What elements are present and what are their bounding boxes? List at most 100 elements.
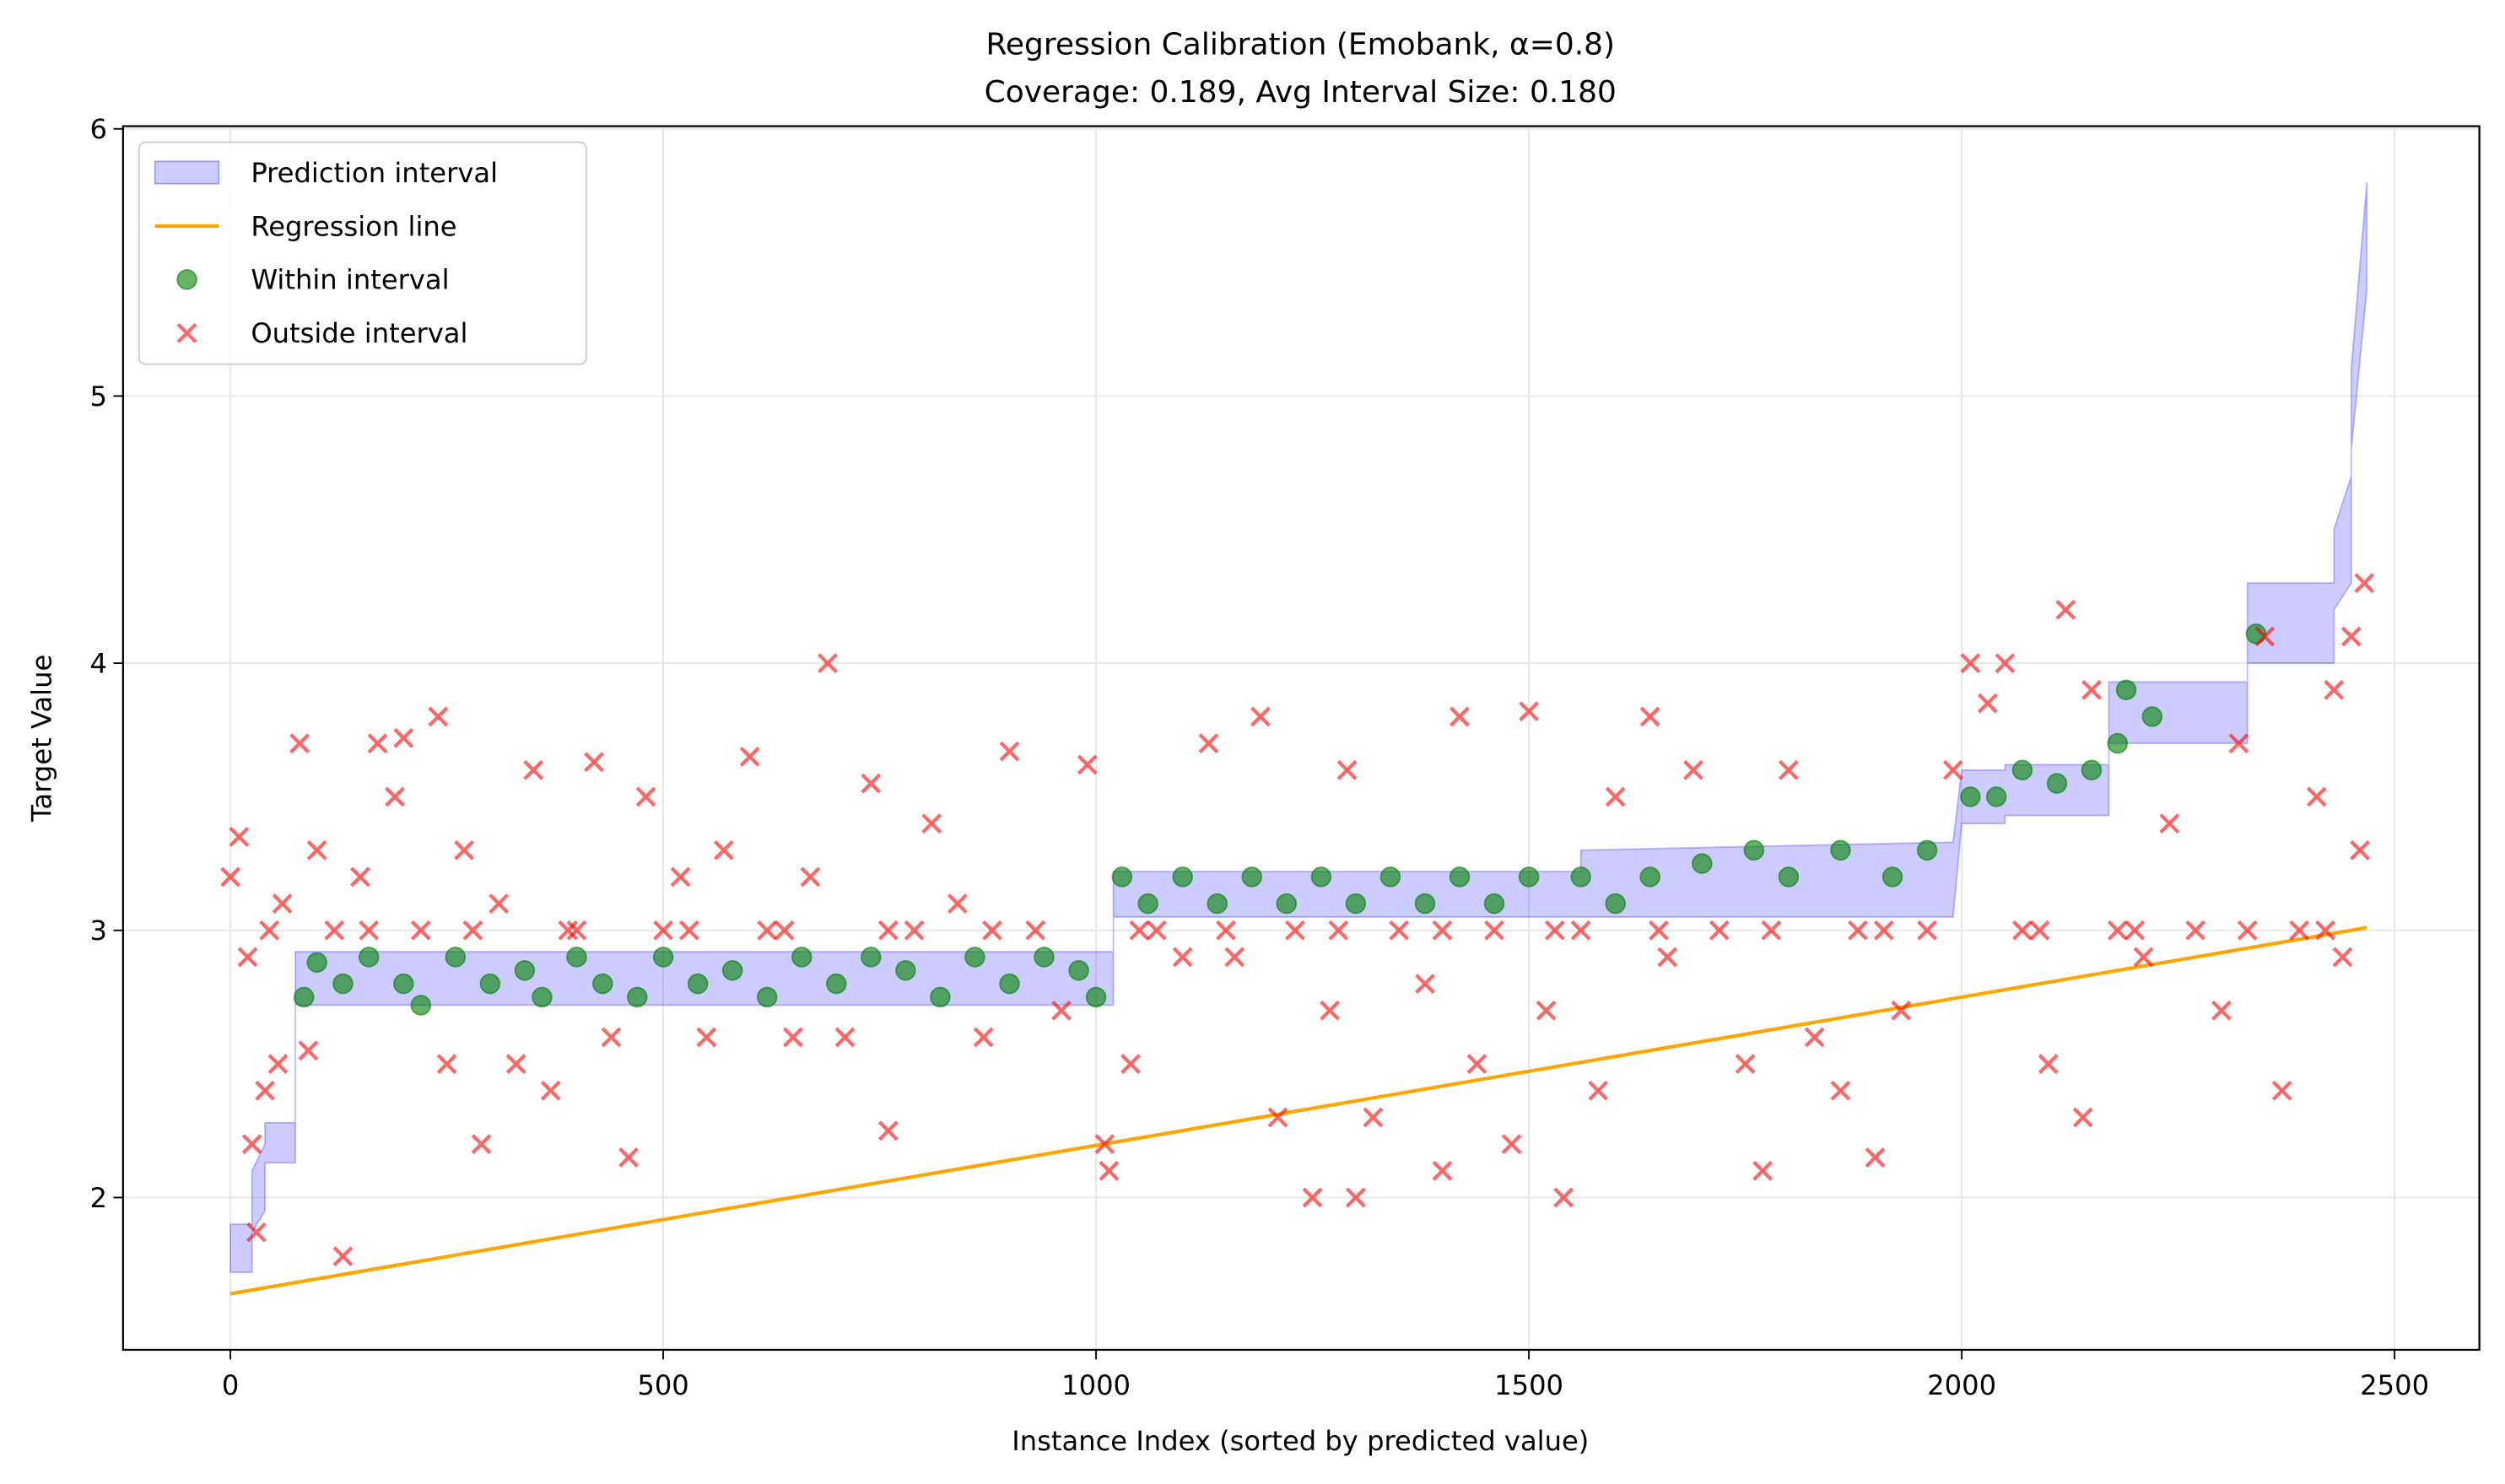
cross xyxy=(332,1246,354,1267)
cross xyxy=(1172,947,1193,968)
x-tick-label: 2000 xyxy=(1927,1369,1996,1401)
point xyxy=(1449,866,1471,888)
point xyxy=(791,947,813,968)
cross xyxy=(653,920,673,941)
cross xyxy=(1657,947,1678,968)
y-axis-label: Target Value xyxy=(26,655,58,823)
cross xyxy=(1779,759,1799,780)
point xyxy=(1111,866,1133,888)
point xyxy=(1985,786,2007,807)
cross xyxy=(800,866,821,888)
point xyxy=(756,986,778,1008)
cross xyxy=(229,827,250,847)
cross xyxy=(1501,1134,1522,1154)
cross xyxy=(921,813,942,834)
cross xyxy=(436,1054,457,1074)
cross xyxy=(237,947,258,968)
chart-title: Regression Calibration (Emobank, α=0.8) xyxy=(986,27,1616,62)
cross xyxy=(367,733,388,753)
cross xyxy=(1544,920,1565,941)
cross xyxy=(1977,693,1998,714)
point xyxy=(1310,866,1332,888)
cross xyxy=(523,759,544,780)
cross xyxy=(1830,1080,1851,1101)
plot-frame xyxy=(121,125,2481,1352)
point xyxy=(1085,986,1107,1008)
cross xyxy=(1995,653,2016,673)
point xyxy=(1034,947,1055,968)
cross xyxy=(1639,706,1660,727)
cross xyxy=(1553,1187,1574,1208)
point xyxy=(2011,759,2033,781)
point xyxy=(1518,866,1540,888)
cross xyxy=(1891,1000,1912,1021)
point xyxy=(1881,866,1903,888)
cross xyxy=(1588,1080,1609,1101)
cross xyxy=(982,920,1002,941)
cross xyxy=(2072,1107,2093,1128)
point xyxy=(1414,893,1436,915)
cross xyxy=(1094,1134,1115,1154)
point xyxy=(2046,773,2068,794)
cross xyxy=(2124,920,2146,941)
cross xyxy=(1536,1000,1557,1021)
cross xyxy=(2211,1000,2232,1021)
point xyxy=(532,986,553,1008)
cross xyxy=(1336,759,1358,780)
cross xyxy=(471,1134,492,1154)
cross xyxy=(1216,920,1236,941)
cross xyxy=(246,1222,267,1243)
cross xyxy=(454,839,474,861)
point xyxy=(1916,839,1938,861)
cross xyxy=(462,920,483,941)
cross xyxy=(601,1027,622,1048)
cross xyxy=(350,866,370,888)
y-tick-label: 5 xyxy=(89,380,106,413)
cross xyxy=(1120,1054,1142,1074)
point xyxy=(999,973,1020,995)
point xyxy=(591,973,613,995)
cross xyxy=(2332,947,2353,968)
legend-label: Outside interval xyxy=(251,317,467,349)
point xyxy=(2107,732,2129,754)
cross xyxy=(1848,920,1868,941)
point xyxy=(687,973,709,995)
point xyxy=(2115,679,2137,701)
cross xyxy=(385,786,405,807)
cross xyxy=(757,920,778,941)
cross xyxy=(359,920,380,941)
point xyxy=(293,986,315,1008)
cross xyxy=(2055,599,2076,620)
legend-label: Regression line xyxy=(251,210,456,242)
cross xyxy=(2159,813,2180,834)
point xyxy=(930,986,951,1008)
point xyxy=(1830,839,1851,861)
point xyxy=(410,995,432,1016)
point xyxy=(392,973,414,995)
cross xyxy=(2340,626,2362,647)
point xyxy=(1960,786,1981,807)
cross xyxy=(1466,1054,1487,1074)
cross xyxy=(1147,920,1167,941)
cross xyxy=(618,1147,639,1168)
cross xyxy=(818,653,838,673)
cross xyxy=(877,1120,899,1141)
cross xyxy=(1960,653,1981,673)
legend: Prediction interval Regression line Within… xyxy=(138,141,587,365)
point xyxy=(964,947,985,968)
legend-swatch xyxy=(176,322,197,343)
point xyxy=(895,959,916,981)
cross xyxy=(1025,920,1046,941)
cross xyxy=(2237,920,2258,941)
point xyxy=(1345,893,1367,915)
cross xyxy=(2350,839,2370,861)
cross xyxy=(1250,706,1271,727)
chart-subtitle: Coverage: 0.189, Avg Interval Size: 0.18… xyxy=(985,75,1617,110)
cross xyxy=(1224,947,1245,968)
cross xyxy=(2289,920,2310,941)
cross xyxy=(999,741,1020,762)
point xyxy=(861,947,882,968)
cross xyxy=(1761,920,1782,941)
cross xyxy=(1917,920,1937,941)
